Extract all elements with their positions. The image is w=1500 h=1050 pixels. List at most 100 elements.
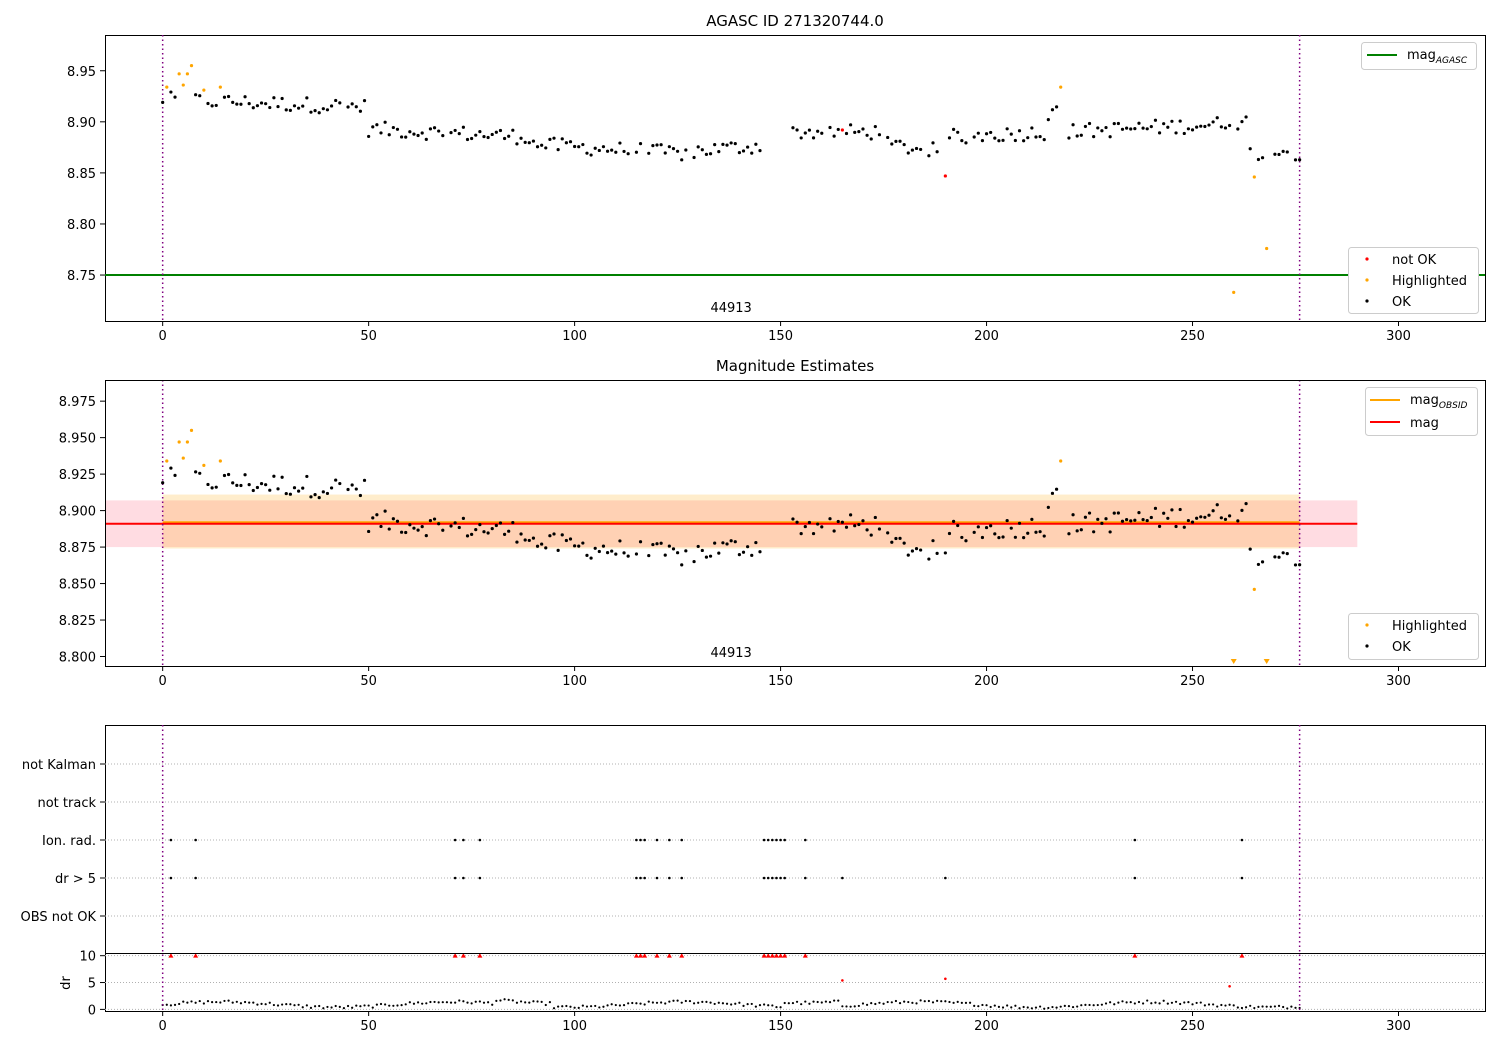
ok-point [919, 147, 923, 152]
ok-point [675, 551, 680, 555]
ok-point [1190, 128, 1195, 132]
ion-rad-flag-point [462, 838, 465, 842]
ok-point [573, 544, 577, 548]
ok-point [708, 554, 713, 558]
ok-point [535, 145, 540, 149]
ok-point [564, 538, 568, 543]
dr-high-marker [761, 953, 767, 958]
ok-point [169, 466, 173, 470]
ok-point [984, 525, 989, 530]
ok-point [713, 541, 717, 545]
ok-point [1108, 135, 1112, 139]
ok-point [844, 525, 849, 529]
dr-point [787, 1002, 790, 1005]
ok-point [577, 544, 581, 548]
dr-point [1055, 1006, 1058, 1009]
ok-point [610, 148, 614, 152]
ok-point [362, 478, 367, 482]
x-tick-label: 150 [768, 674, 793, 689]
ok-point [1092, 530, 1096, 534]
ok-point [420, 524, 424, 529]
ok-point [1141, 126, 1145, 130]
estimates-axes-frame [105, 380, 1486, 667]
dr-point [1240, 1006, 1244, 1010]
ok-point [540, 542, 544, 546]
ok-point [412, 132, 416, 136]
ok-point [865, 528, 869, 532]
dr-point [721, 1002, 725, 1005]
ok-point [1285, 150, 1289, 154]
ion-rad-flag-point [453, 838, 457, 842]
ok-point [515, 142, 519, 146]
ok-point [1248, 547, 1252, 551]
dr-point [688, 999, 692, 1003]
dr-flag-point [1133, 876, 1137, 880]
ok-point [951, 519, 956, 523]
highlighted-point [218, 85, 222, 89]
ok-point [799, 532, 803, 536]
ok-point [461, 125, 465, 129]
dr-point [977, 1005, 980, 1008]
ok-point [1120, 127, 1125, 131]
ok-point [655, 143, 659, 147]
ok-point [704, 555, 709, 559]
dr-point [1121, 1000, 1124, 1003]
dr-point [1125, 1001, 1128, 1004]
dr-point [548, 1001, 551, 1004]
dr-tick-label: 10 [79, 950, 96, 965]
dr-point [239, 1002, 243, 1005]
ok-point [568, 140, 573, 144]
dr-point [622, 1004, 626, 1007]
ok-point [840, 520, 844, 524]
ok-point [807, 520, 812, 525]
dr-point [878, 1001, 881, 1004]
legend-label-mag-obsid: magOBSID [1410, 393, 1468, 411]
ok-point [354, 105, 358, 109]
y-tick-label: 8.850 [59, 578, 96, 593]
dr-point [631, 1001, 634, 1005]
dr-point [466, 1001, 469, 1004]
ion-rad-flag-point [478, 838, 482, 842]
ion-rad-flag-point [639, 838, 642, 842]
ok-point [552, 532, 556, 536]
ok-point [972, 530, 976, 534]
flags-y-ticks: not Kalman not track Ion. rad. dr > 5 OBS no… [21, 758, 105, 1018]
dr-point [981, 1003, 984, 1007]
dr-point [853, 1005, 856, 1008]
dr-high-marker [773, 953, 779, 958]
highlighted-point [202, 463, 206, 467]
ok-point [1030, 126, 1034, 130]
dr-point [923, 1000, 926, 1003]
dr-point [973, 1004, 976, 1007]
dr-point [441, 1001, 444, 1004]
dr-point [861, 1002, 865, 1005]
ok-point [301, 104, 305, 108]
dr-high-marker [477, 953, 483, 958]
dr-point [528, 1001, 531, 1004]
ok-point [741, 550, 746, 554]
ok-point [1199, 124, 1203, 128]
ok-point [375, 513, 379, 517]
ok-point [675, 149, 680, 153]
ok-point [861, 127, 865, 131]
ok-point [1013, 138, 1017, 143]
ok-point [449, 524, 453, 528]
ok-point [321, 107, 325, 111]
ok-point [1125, 517, 1129, 522]
ok-point [906, 553, 910, 557]
dr-point [1294, 1006, 1297, 1009]
ion-rad-flag-point [766, 838, 770, 842]
ok-point [350, 483, 354, 487]
dr-point [1207, 1003, 1211, 1006]
dr-point [305, 1004, 308, 1007]
ok-point [663, 151, 667, 155]
ok-point [173, 473, 177, 477]
dr-flag-point [194, 876, 197, 880]
dr-mid-point [944, 977, 947, 981]
ion-rad-flag-point [194, 838, 197, 842]
ok-point [1054, 105, 1059, 109]
ok-point [482, 134, 486, 139]
ok-point [457, 132, 461, 136]
dr-point [260, 1002, 263, 1006]
ok-point [873, 515, 877, 520]
